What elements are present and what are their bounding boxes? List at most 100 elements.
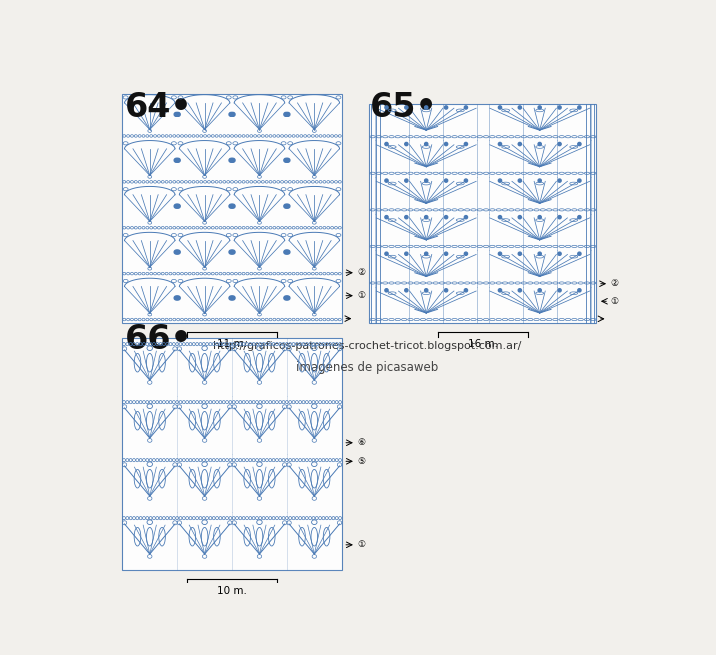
Circle shape (425, 252, 428, 255)
Circle shape (175, 113, 179, 117)
Circle shape (445, 142, 448, 145)
Circle shape (176, 250, 180, 254)
Circle shape (578, 106, 581, 109)
Circle shape (174, 204, 178, 208)
Circle shape (231, 113, 235, 117)
Circle shape (498, 289, 502, 292)
Circle shape (538, 179, 541, 182)
Circle shape (405, 106, 408, 109)
Circle shape (558, 179, 561, 182)
Circle shape (578, 289, 581, 292)
Circle shape (558, 289, 561, 292)
Circle shape (538, 106, 541, 109)
Text: ①: ① (610, 297, 618, 306)
Circle shape (231, 296, 235, 300)
Circle shape (538, 215, 541, 219)
Circle shape (405, 252, 408, 255)
Circle shape (538, 289, 541, 292)
Circle shape (176, 113, 180, 117)
Circle shape (498, 215, 502, 219)
Circle shape (231, 159, 235, 162)
Circle shape (286, 296, 290, 300)
Circle shape (498, 252, 502, 255)
Circle shape (284, 204, 288, 208)
Text: 64•: 64• (125, 91, 193, 124)
Circle shape (445, 215, 448, 219)
Circle shape (464, 142, 468, 145)
Bar (122, 339, 342, 571)
Circle shape (174, 159, 178, 162)
Circle shape (229, 204, 233, 208)
Circle shape (518, 289, 521, 292)
Text: ⑥: ⑥ (357, 438, 365, 447)
Circle shape (498, 106, 502, 109)
Circle shape (286, 159, 290, 162)
Circle shape (405, 142, 408, 145)
Text: 10 m.: 10 m. (217, 586, 247, 596)
Circle shape (385, 106, 388, 109)
Circle shape (230, 250, 234, 254)
Circle shape (425, 142, 428, 145)
Circle shape (284, 113, 288, 117)
Circle shape (578, 252, 581, 255)
Circle shape (405, 215, 408, 219)
Circle shape (445, 106, 448, 109)
Circle shape (285, 296, 289, 300)
Circle shape (464, 252, 468, 255)
Circle shape (176, 204, 180, 208)
Circle shape (498, 142, 502, 145)
Circle shape (558, 215, 561, 219)
Circle shape (445, 289, 448, 292)
Text: 11 m.: 11 m. (217, 339, 247, 349)
Circle shape (445, 179, 448, 182)
Circle shape (175, 204, 179, 208)
Circle shape (558, 252, 561, 255)
Circle shape (229, 159, 233, 162)
Circle shape (231, 250, 235, 254)
Circle shape (284, 159, 288, 162)
Circle shape (229, 113, 233, 117)
Circle shape (464, 179, 468, 182)
Text: 16 m.: 16 m. (468, 339, 498, 349)
Circle shape (175, 250, 179, 254)
Bar (122, 94, 342, 323)
Circle shape (174, 250, 178, 254)
Circle shape (498, 179, 502, 182)
Circle shape (176, 296, 180, 300)
Circle shape (425, 289, 428, 292)
Circle shape (230, 159, 234, 162)
Bar (369, 103, 596, 323)
Circle shape (284, 296, 288, 300)
Circle shape (445, 252, 448, 255)
Circle shape (385, 179, 388, 182)
Circle shape (405, 289, 408, 292)
Circle shape (558, 142, 561, 145)
Circle shape (578, 179, 581, 182)
Circle shape (231, 204, 235, 208)
Circle shape (518, 252, 521, 255)
Text: imagenes de picasaweb: imagenes de picasaweb (296, 361, 438, 373)
Circle shape (558, 106, 561, 109)
Circle shape (425, 106, 428, 109)
Circle shape (464, 106, 468, 109)
Circle shape (518, 179, 521, 182)
Circle shape (285, 159, 289, 162)
Circle shape (385, 142, 388, 145)
Circle shape (176, 159, 180, 162)
Circle shape (285, 250, 289, 254)
Circle shape (464, 215, 468, 219)
Circle shape (285, 113, 289, 117)
Circle shape (230, 113, 234, 117)
Text: ①: ① (357, 291, 365, 300)
Circle shape (230, 204, 234, 208)
Circle shape (425, 215, 428, 219)
Circle shape (518, 215, 521, 219)
Circle shape (538, 142, 541, 145)
Circle shape (230, 296, 234, 300)
Text: 65•: 65• (369, 91, 437, 124)
Circle shape (229, 250, 233, 254)
Circle shape (425, 179, 428, 182)
Circle shape (385, 252, 388, 255)
Circle shape (385, 215, 388, 219)
Circle shape (518, 142, 521, 145)
